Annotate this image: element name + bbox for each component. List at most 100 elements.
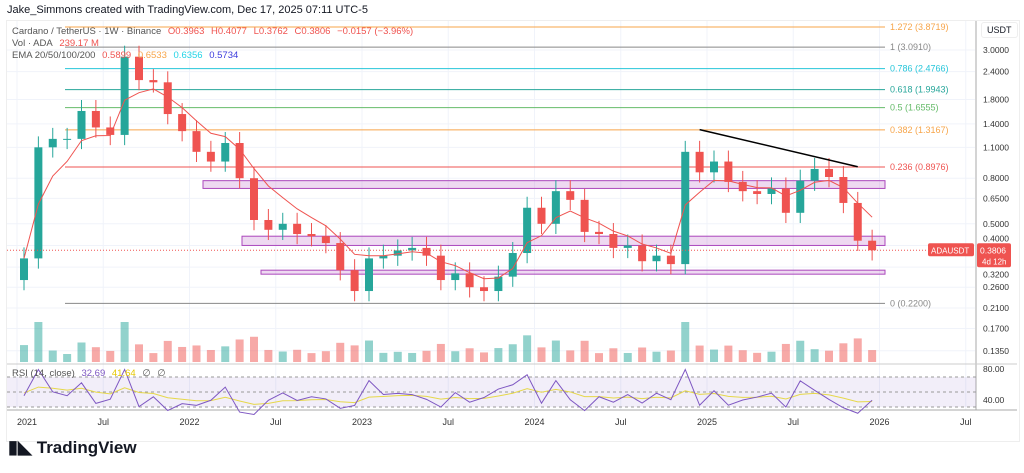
candle-body <box>34 147 43 259</box>
volume-bar <box>839 343 848 362</box>
volume-bar <box>278 351 287 362</box>
volume-bar <box>250 336 258 362</box>
candle-body <box>192 131 201 152</box>
rsi-label: RSI (14, close) <box>12 368 75 379</box>
volume-bar <box>595 353 603 362</box>
price-axis-label: 0.1350 <box>983 346 1009 356</box>
rsi-axis-label: 80.00 <box>983 364 1005 374</box>
ohlc-open: O0.3963 <box>167 26 205 37</box>
candle-body <box>695 151 704 173</box>
last-price-tag <box>977 243 1011 268</box>
volume-bar <box>868 350 877 362</box>
volume-bar <box>20 345 28 362</box>
candle-body <box>293 223 302 235</box>
candle-body <box>408 247 417 251</box>
candle-body <box>508 253 517 277</box>
fib-level-label: 1.272 (3.8719) <box>890 22 949 32</box>
time-axis-label: Jul <box>787 417 799 427</box>
volume-legend[interactable]: Vol · ADA 239.17 M <box>12 38 103 49</box>
volume-bar <box>34 322 43 362</box>
time-axis-label: 2021 <box>17 417 37 427</box>
candle-body <box>178 114 187 132</box>
candle-body <box>724 161 733 182</box>
volume-bar <box>321 351 330 362</box>
volume-bar <box>724 345 733 362</box>
volume-value: 239.17 M <box>59 38 99 49</box>
tradingview-logo-icon: ▮◣ <box>8 437 32 457</box>
candle-body <box>810 168 819 181</box>
volume-bar <box>307 353 316 362</box>
candle-body <box>163 82 172 115</box>
volume-bar <box>537 347 546 362</box>
volume-bar <box>508 344 517 362</box>
candle-body <box>580 199 589 232</box>
candle-body <box>365 258 373 292</box>
candle-body <box>91 110 100 128</box>
volume-bar <box>178 346 187 362</box>
countdown-label: 4d 12h <box>982 257 1006 266</box>
support-resistance-zone <box>260 269 886 275</box>
candle-body <box>350 270 359 292</box>
volume-bar <box>350 345 359 362</box>
candle-body <box>106 127 115 135</box>
currency-label[interactable]: USDT <box>981 22 1018 38</box>
fib-level-label: 0.618 (1.9943) <box>890 85 949 95</box>
candle-body <box>537 207 546 224</box>
candle-body <box>796 180 805 213</box>
candle-body <box>595 231 603 235</box>
time-axis-label: Jul <box>615 417 627 427</box>
volume-bar <box>638 347 647 362</box>
candle-body <box>264 219 273 230</box>
volume-bar <box>623 352 632 362</box>
volume-bar <box>293 349 302 362</box>
volume-bar <box>91 347 100 362</box>
volume-bar <box>336 342 345 362</box>
symbol-tag <box>928 243 974 257</box>
rsi-legend[interactable]: RSI (14, close) 32.69 41.64 ∅ ∅ <box>12 368 170 379</box>
candle-body <box>235 143 244 179</box>
trendline <box>699 128 858 168</box>
volume-bar <box>120 322 129 362</box>
volume-bar <box>480 352 488 362</box>
rsi-ma-value: 41.64 <box>111 368 136 379</box>
volume-bar <box>580 340 589 362</box>
fib-level-label: 0.236 (0.8976) <box>890 162 949 172</box>
candle-body <box>681 151 690 265</box>
volume-bar <box>63 354 72 362</box>
symbol-tag-label: ADAUSDT <box>931 246 969 255</box>
ema100-value: 0.6356 <box>173 50 203 61</box>
candle-body <box>738 181 747 192</box>
candle-body <box>206 151 215 162</box>
volume-bar <box>192 345 201 362</box>
ema-legend[interactable]: EMA 20/50/100/200 0.5899 0.6533 0.6356 0… <box>12 50 242 61</box>
volume-bar <box>451 351 460 362</box>
candle-body <box>393 250 402 256</box>
symbol-legend: Cardano / TetherUS · 1W · Binance O0.396… <box>12 26 417 37</box>
candle-body <box>666 255 675 265</box>
rsi-band <box>7 377 976 407</box>
volume-bar <box>781 343 790 362</box>
price-axis-label: 2.4000 <box>983 67 1009 77</box>
time-axis-label: 2024 <box>524 417 544 427</box>
volume-bar <box>221 346 230 362</box>
support-resistance-zone <box>202 180 886 189</box>
time-axis-label: 2026 <box>869 417 889 427</box>
volume-bar <box>695 345 704 362</box>
candle-body <box>523 207 532 254</box>
candle-body <box>652 255 661 262</box>
candle-body <box>465 273 474 288</box>
candle-body <box>753 191 762 194</box>
candle-body <box>638 245 647 262</box>
ohlc-change: −0.0157 (−3.96%) <box>337 26 414 37</box>
volume-bar <box>77 342 86 362</box>
volume-bar <box>379 352 388 362</box>
price-axis-label: 1.4000 <box>983 119 1009 129</box>
rsi-extra-1: ∅ <box>142 368 151 379</box>
ema20-line <box>23 88 873 280</box>
tradingview-logo[interactable]: ▮◣ TradingView <box>8 437 137 457</box>
candle-body <box>135 56 143 81</box>
candle-body <box>278 223 287 230</box>
candle-body <box>868 240 877 251</box>
symbol-name[interactable]: Cardano / TetherUS · 1W · Binance <box>12 26 162 37</box>
